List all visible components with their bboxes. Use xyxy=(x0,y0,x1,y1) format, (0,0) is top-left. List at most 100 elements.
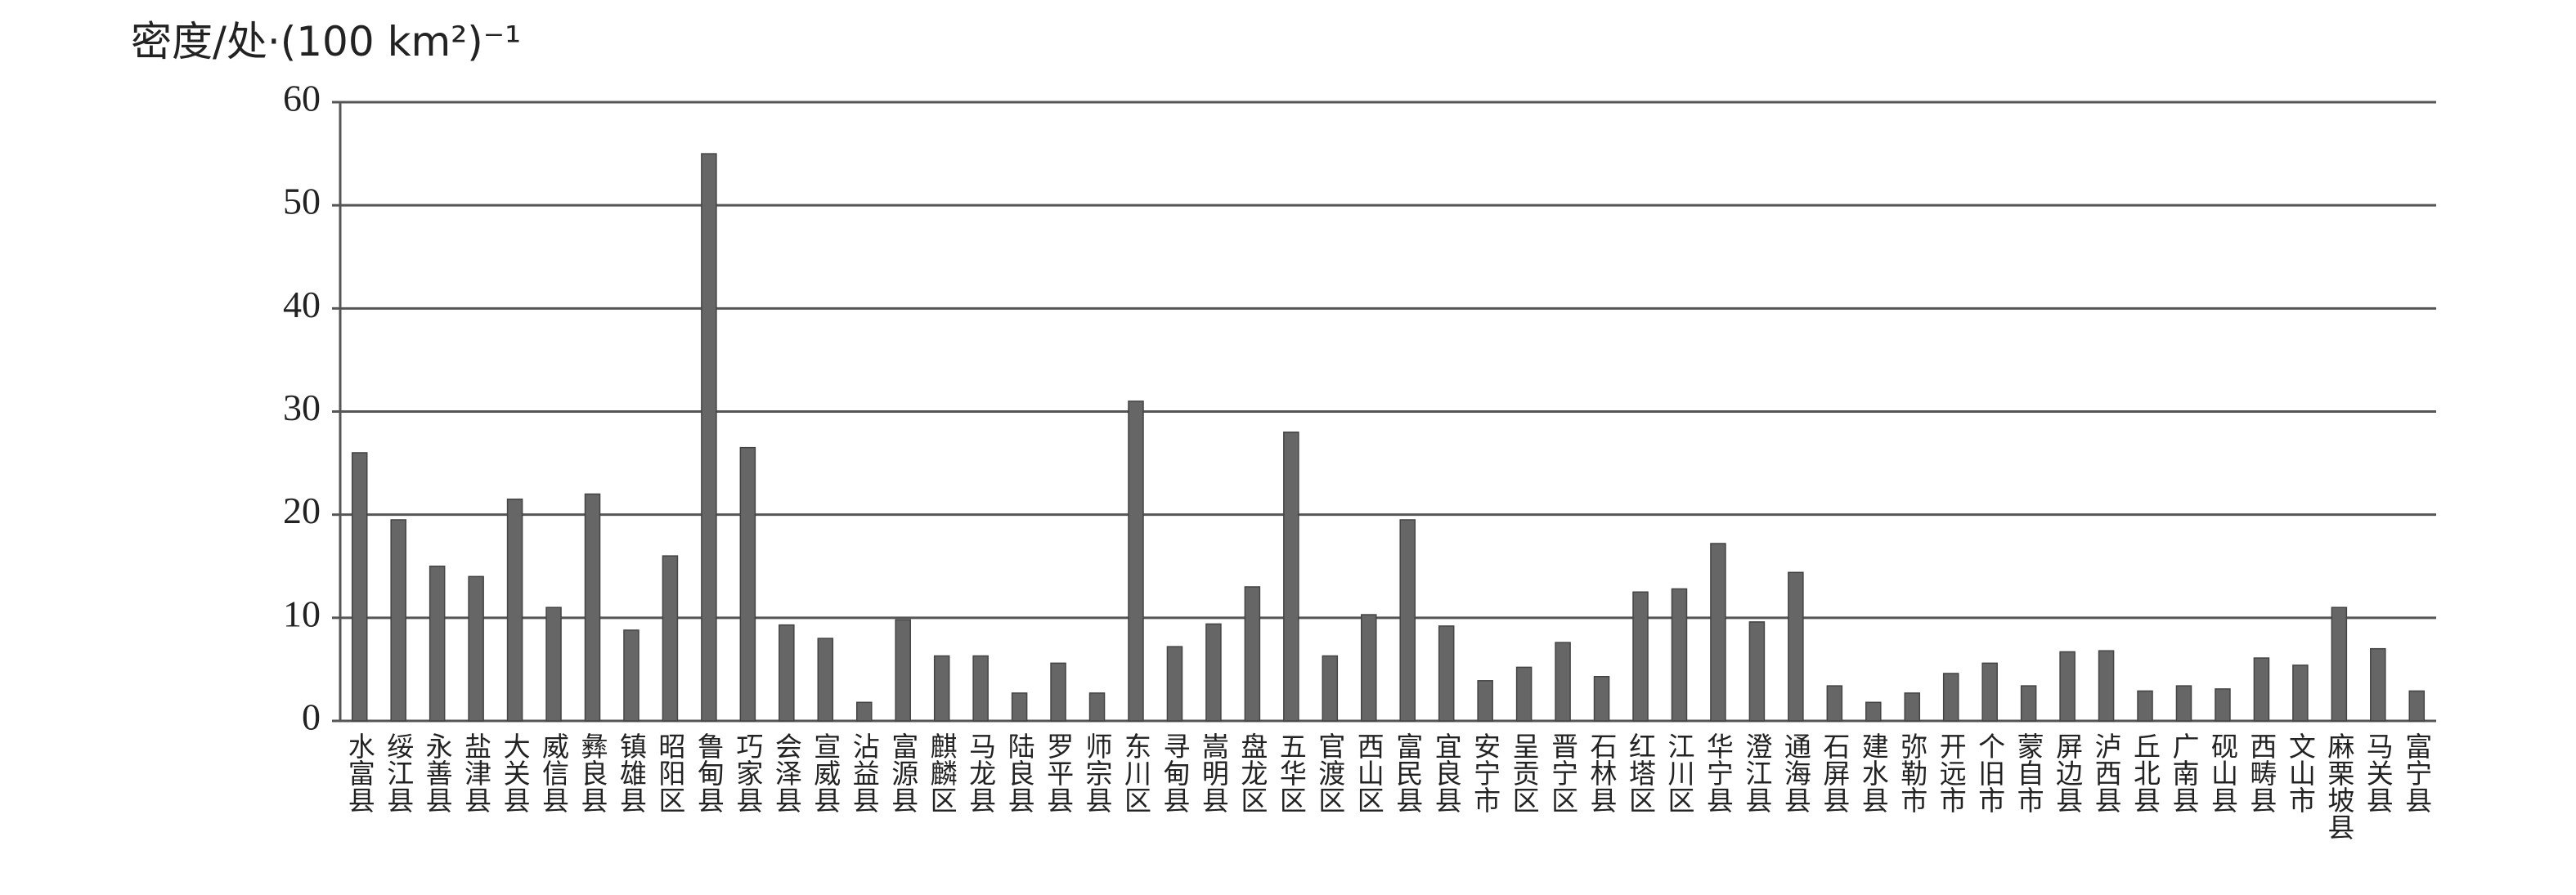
bar xyxy=(2370,647,2386,722)
x-tick-label: 广南县 xyxy=(2168,732,2200,813)
x-tick-label: 宣威县 xyxy=(810,732,841,813)
bar xyxy=(817,638,834,722)
bar xyxy=(1088,692,1106,722)
x-tick-label: 文山市 xyxy=(2284,732,2316,813)
bar xyxy=(1671,588,1688,722)
bar xyxy=(1904,692,1921,722)
bar xyxy=(1128,401,1144,722)
x-tick-label: 通海县 xyxy=(1779,732,1811,813)
bar xyxy=(1477,680,1493,722)
x-tick-label: 东川区 xyxy=(1120,732,1151,813)
bar xyxy=(2215,688,2231,722)
x-tick-label: 富民县 xyxy=(1392,732,1424,813)
bar xyxy=(662,555,679,722)
x-tick-label: 泸西县 xyxy=(2090,732,2122,813)
x-tick-label: 屏边县 xyxy=(2052,732,2084,813)
x-tick-label: 师宗县 xyxy=(1081,732,1113,813)
bar xyxy=(2098,650,2115,722)
bar xyxy=(855,701,873,722)
x-tick-label: 罗平县 xyxy=(1043,732,1075,813)
y-tick-label: 20 xyxy=(283,490,321,531)
x-tick-label: 沾益县 xyxy=(848,732,880,813)
bar xyxy=(1748,621,1766,722)
x-tick-label: 马龙县 xyxy=(965,732,997,813)
bar xyxy=(1244,586,1261,722)
x-tick-label: 华宁县 xyxy=(1702,732,1734,813)
y-tick-label: 0 xyxy=(302,696,321,738)
bar xyxy=(701,153,717,722)
x-tick-label: 镇雄县 xyxy=(615,732,647,813)
x-tick-label: 威信县 xyxy=(538,732,570,813)
bar xyxy=(390,519,406,722)
bar xyxy=(506,498,523,722)
bar xyxy=(2020,685,2037,722)
x-tick-label: 石屏县 xyxy=(1819,732,1851,813)
x-tick-label: 呈贡区 xyxy=(1508,732,1540,813)
x-tick-label: 澄江县 xyxy=(1741,732,1773,813)
bar xyxy=(1361,614,1377,722)
x-tick-label: 嵩明县 xyxy=(1197,732,1229,813)
bar xyxy=(2253,657,2270,722)
bar xyxy=(933,655,950,722)
x-tick-label: 永善县 xyxy=(421,732,453,813)
y-tick-label: 50 xyxy=(283,181,321,222)
bar xyxy=(468,575,484,722)
x-tick-label: 麒麟区 xyxy=(926,732,958,813)
x-tick-label: 彝良县 xyxy=(577,732,608,813)
bar xyxy=(2175,685,2192,722)
bar xyxy=(1826,685,1843,722)
bar xyxy=(1050,662,1066,722)
x-tick-label: 寻甸县 xyxy=(1159,732,1191,813)
x-tick-label: 绥江县 xyxy=(383,732,415,813)
x-tick-label: 麻栗坡县 xyxy=(2323,732,2355,840)
bar xyxy=(1593,675,1610,722)
y-tick-label: 60 xyxy=(283,78,321,119)
bar xyxy=(2331,606,2348,722)
bar xyxy=(351,452,368,722)
x-tick-label: 西畴县 xyxy=(2246,732,2278,813)
bar xyxy=(1632,591,1649,722)
y-axis-label: 密度/处·(100 km²)⁻¹ xyxy=(131,18,521,65)
bar xyxy=(1438,625,1455,722)
y-tick-label: 40 xyxy=(283,284,321,325)
bar xyxy=(2292,665,2309,722)
x-tick-label: 晋宁区 xyxy=(1547,732,1579,813)
x-tick-label: 五华区 xyxy=(1275,732,1307,813)
x-tick-label: 陆良县 xyxy=(1003,732,1035,813)
y-tick-label: 10 xyxy=(283,593,321,634)
x-tick-label: 安宁市 xyxy=(1470,732,1501,813)
x-tick-label: 鲁甸县 xyxy=(693,732,725,813)
x-tick-label: 砚山县 xyxy=(2206,732,2238,813)
x-tick-label: 个旧市 xyxy=(1974,732,2006,813)
bar xyxy=(2059,651,2076,722)
bar xyxy=(1981,662,1998,722)
bar xyxy=(1399,519,1416,722)
bar xyxy=(584,493,601,722)
bar xyxy=(2408,690,2426,722)
bar xyxy=(1322,655,1339,722)
x-tick-label: 石林县 xyxy=(1586,732,1618,813)
bar xyxy=(2137,690,2153,722)
bar xyxy=(895,619,911,722)
bar xyxy=(1555,642,1571,722)
bar xyxy=(545,606,562,722)
x-tick-label: 会泽县 xyxy=(770,732,802,813)
bar xyxy=(1283,431,1299,722)
bar xyxy=(1788,571,1804,722)
x-tick-label: 江川区 xyxy=(1663,732,1695,813)
bar xyxy=(1942,673,1959,722)
x-tick-label: 富源县 xyxy=(887,732,919,813)
bar xyxy=(1011,692,1028,722)
bar xyxy=(1865,701,1882,722)
bar xyxy=(1166,646,1183,722)
x-tick-label: 开远市 xyxy=(1935,732,1967,813)
x-tick-label: 宜良县 xyxy=(1430,732,1462,813)
x-tick-label: 弥勒市 xyxy=(1896,732,1928,813)
bar xyxy=(623,629,640,722)
bar xyxy=(739,446,756,722)
x-tick-label: 建水县 xyxy=(1857,732,1889,813)
x-tick-label: 蒙自市 xyxy=(2013,732,2044,813)
x-tick-label: 官渡区 xyxy=(1314,732,1346,813)
x-tick-label: 昭阳区 xyxy=(654,732,686,813)
